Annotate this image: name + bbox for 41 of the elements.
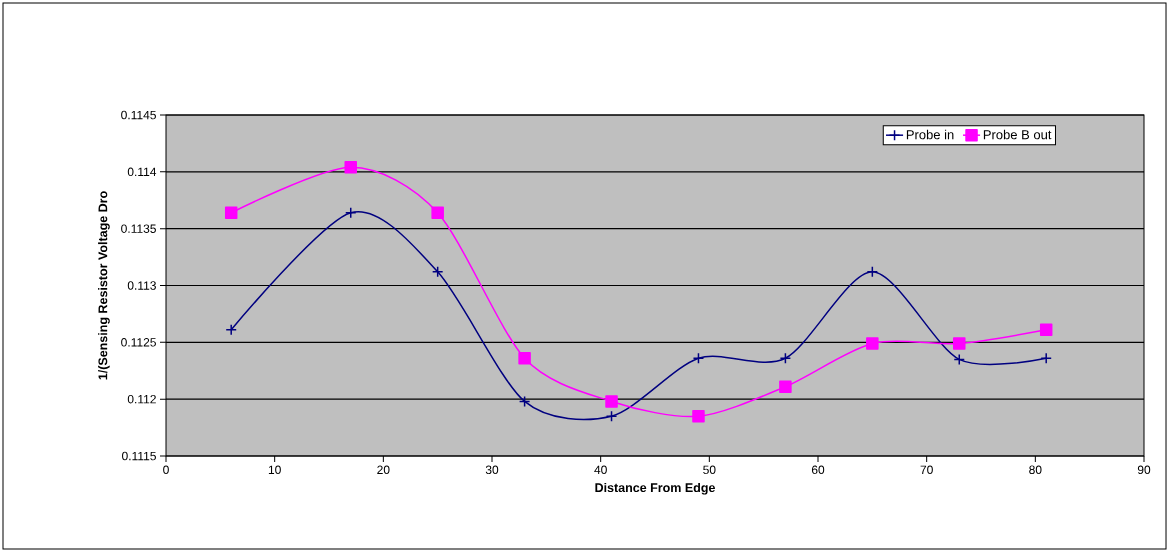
point	[431, 266, 444, 278]
y-tick-label: 0.114	[127, 167, 157, 177]
point	[692, 409, 705, 423]
point	[344, 207, 357, 219]
y-tick-label: 0.112	[127, 394, 156, 404]
point	[605, 410, 618, 422]
point	[344, 161, 357, 174]
y-tick-label: 0.1115	[122, 451, 156, 461]
x-tick-label: 80	[1029, 465, 1042, 475]
x-tick-label: 40	[594, 465, 607, 475]
point	[866, 337, 879, 350]
legend-label: Probe B out	[983, 129, 1052, 140]
point	[953, 353, 966, 366]
x-tick-label: 70	[920, 465, 933, 475]
point	[866, 266, 879, 278]
point	[953, 337, 966, 350]
point	[518, 395, 531, 408]
x-tick-label: 0	[163, 465, 169, 475]
x-tick-label: 10	[268, 465, 281, 475]
x-tick-label: 90	[1137, 465, 1151, 475]
y-tick-label: 0.1145	[121, 110, 156, 120]
y-tick-label: 0.113	[127, 281, 156, 290]
point	[605, 395, 618, 408]
y-axis-title: 1/(Sensing Resistor Voltage Dro	[98, 191, 110, 380]
y-tick-label: 0.1135	[121, 224, 156, 233]
point	[779, 352, 792, 364]
x-tick-label: 60	[811, 465, 825, 475]
point	[1039, 323, 1053, 337]
y-tick-label: 0.1125	[121, 338, 156, 347]
point	[1040, 352, 1052, 364]
x-tick-label: 30	[485, 465, 499, 475]
point	[224, 206, 238, 219]
point	[518, 352, 531, 365]
x-tick-label: 20	[377, 465, 390, 475]
x-axis-title: Distance From Edge	[595, 482, 715, 495]
point	[692, 352, 705, 364]
x-tick-label: 50	[703, 465, 716, 475]
point	[779, 380, 792, 393]
point	[225, 324, 237, 336]
point	[431, 206, 444, 219]
legend-label: Probe in	[906, 129, 954, 140]
